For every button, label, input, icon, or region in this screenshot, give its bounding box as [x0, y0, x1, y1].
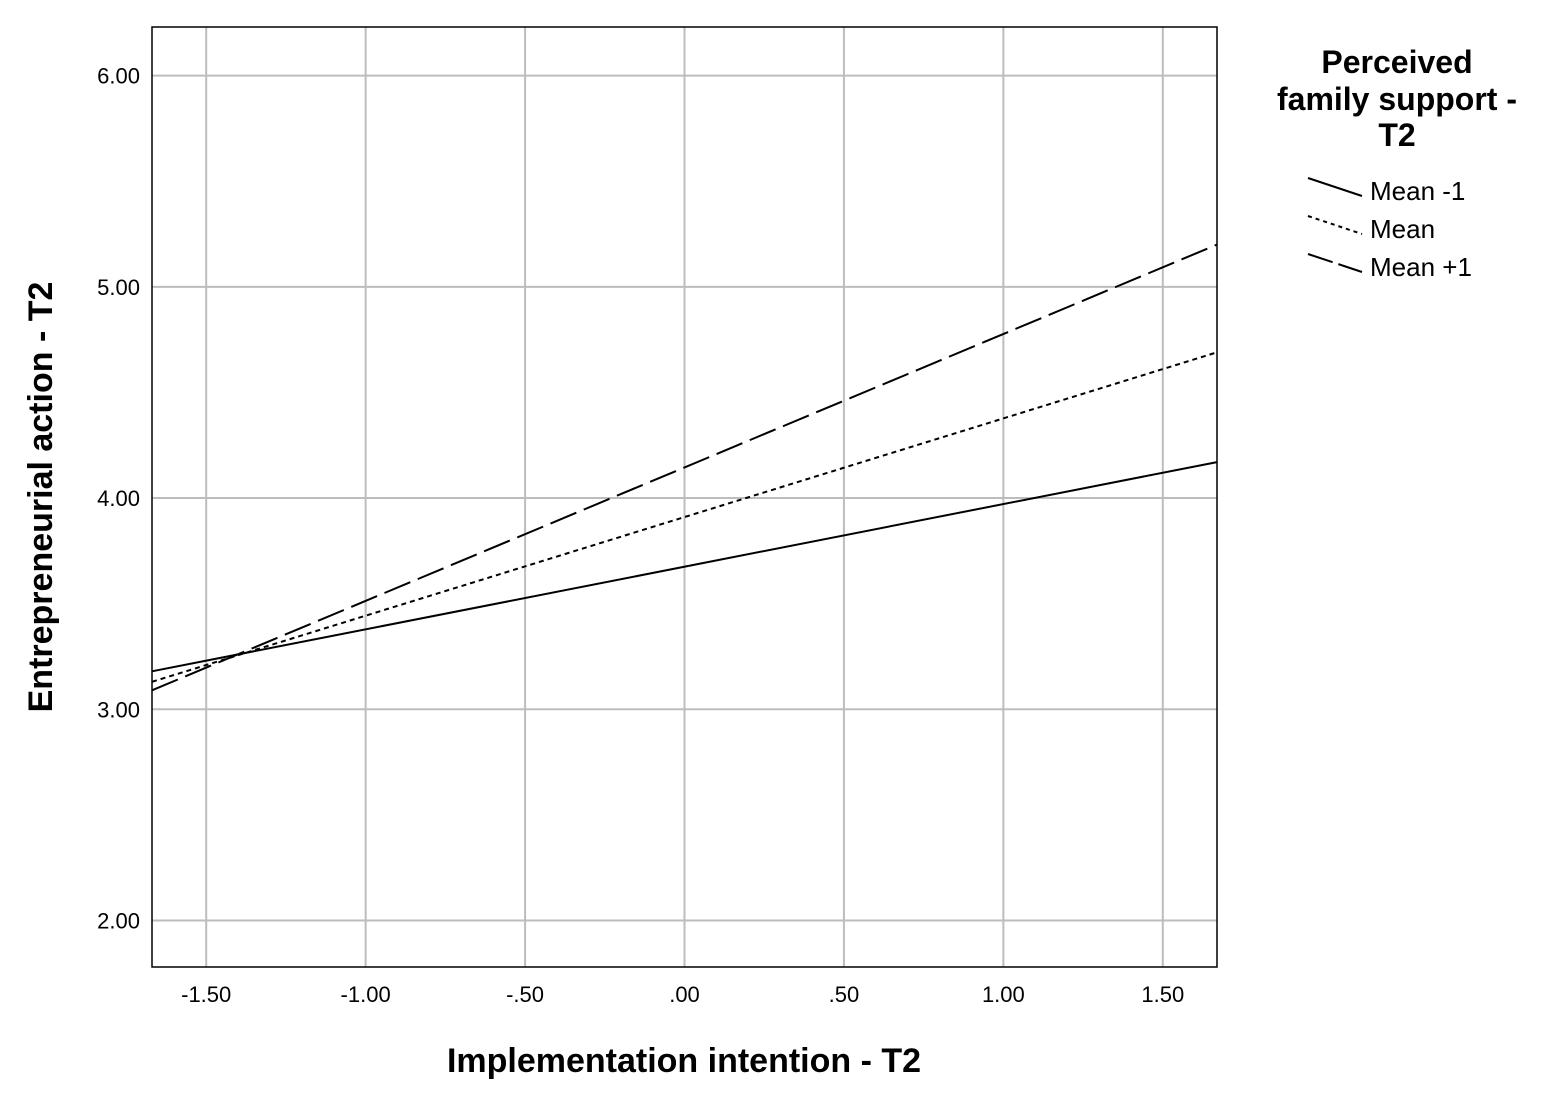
legend-label: Mean +1 — [1370, 252, 1472, 282]
plot-frame — [151, 26, 1218, 968]
x-tick-label: -.50 — [506, 982, 544, 1007]
legend: Perceived family support - T2 Mean -1Mea… — [1277, 44, 1517, 282]
y-tick-label: 4.00 — [97, 486, 140, 511]
y-tick-label: 6.00 — [97, 64, 140, 89]
x-tick-labels: -1.50 -1.00 -.50 .00 .50 1.00 1.50 — [181, 982, 1184, 1007]
legend-title-line-2: family support - — [1277, 81, 1517, 117]
x-tick-label: .50 — [829, 982, 860, 1007]
x-tick-label: -1.00 — [341, 982, 391, 1007]
legend-swatch — [1307, 177, 1363, 197]
legend-items: Mean -1 Mean Mean +1 — [1307, 176, 1472, 282]
legend-label: Mean — [1370, 214, 1435, 244]
legend-title-line-3: T2 — [1378, 117, 1415, 153]
series-lines — [151, 243, 1218, 692]
gridlines — [152, 27, 1217, 967]
y-tick-labels: 2.00 3.00 4.00 5.00 6.00 — [97, 64, 140, 934]
x-tick-label: .00 — [669, 982, 700, 1007]
series-line — [151, 461, 1218, 673]
legend-title-line-1: Perceived — [1321, 44, 1472, 80]
x-tick-label: 1.50 — [1141, 982, 1184, 1007]
y-axis-title: Entrepreneurial action - T2 — [22, 282, 60, 713]
series-line — [151, 243, 1218, 692]
y-tick-label: 3.00 — [97, 697, 140, 722]
x-tick-label: -1.50 — [181, 982, 231, 1007]
x-axis-title: Implementation intention - T2 — [447, 1042, 921, 1080]
y-tick-label: 5.00 — [97, 275, 140, 300]
x-tick-label: 1.00 — [982, 982, 1025, 1007]
legend-label: Mean -1 — [1370, 176, 1465, 206]
legend-swatch — [1307, 215, 1363, 235]
legend-swatch — [1307, 253, 1363, 273]
y-tick-label: 2.00 — [97, 909, 140, 934]
series-line — [151, 351, 1218, 683]
